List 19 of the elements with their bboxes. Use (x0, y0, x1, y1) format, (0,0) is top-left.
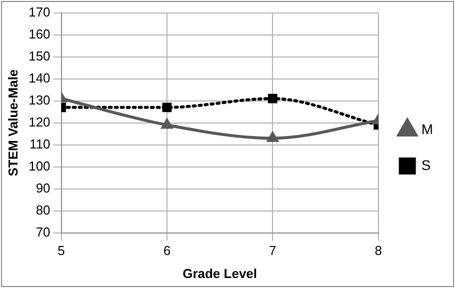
y-tick-label: 90 (36, 180, 50, 196)
x-tick-label: 7 (269, 243, 276, 258)
x-tick-label: 5 (58, 243, 65, 258)
y-tick-label: 100 (28, 158, 50, 174)
legend-label: M (421, 120, 434, 137)
y-tick-label: 110 (30, 136, 50, 152)
y-tick-label: 150 (28, 48, 50, 64)
legend-label: S (421, 156, 431, 173)
x-tick-label: 6 (163, 243, 171, 258)
y-tick-label: 120 (28, 114, 50, 130)
y-tick-label: 70 (36, 224, 50, 240)
y-axis-title: STEM Value-Male (5, 69, 20, 176)
x-tick-label: 8 (374, 243, 382, 258)
y-tick-label: 130 (28, 92, 50, 108)
y-tick-label: 80 (36, 202, 50, 218)
y-tick-label: 170 (28, 4, 50, 20)
x-axis-title: Grade Level (182, 266, 258, 281)
y-tick-label: 140 (28, 70, 50, 86)
y-tick-label: 160 (28, 26, 50, 42)
